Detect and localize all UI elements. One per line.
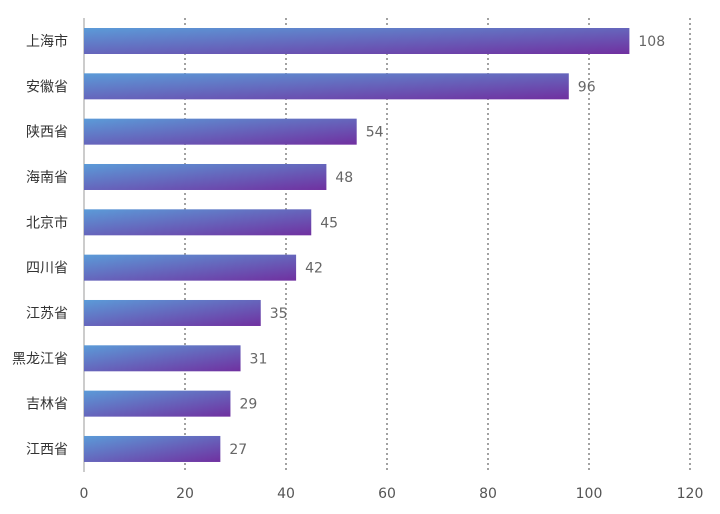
x-tick-label: 60 — [378, 486, 396, 502]
category-label: 江西省 — [26, 442, 68, 458]
x-tick-label: 80 — [479, 486, 497, 502]
value-label: 96 — [578, 79, 596, 95]
bar — [84, 209, 312, 236]
value-label: 45 — [320, 215, 338, 231]
value-label: 54 — [366, 125, 384, 141]
x-tick-label: 120 — [677, 486, 704, 502]
category-label: 黑龙江省 — [12, 351, 68, 367]
bar — [84, 435, 221, 462]
bar — [84, 163, 327, 190]
value-label: 29 — [239, 397, 257, 413]
bar — [84, 390, 231, 417]
x-tick-label: 20 — [176, 486, 194, 502]
bar — [84, 254, 297, 281]
value-label: 27 — [229, 442, 247, 458]
bar — [84, 73, 569, 100]
x-tick-label: 100 — [576, 486, 603, 502]
category-label: 吉林省 — [26, 397, 68, 413]
category-label: 江苏省 — [26, 306, 68, 322]
value-label: 35 — [270, 306, 288, 322]
category-label: 海南省 — [26, 170, 68, 186]
category-label: 四川省 — [26, 261, 68, 277]
category-label: 陕西省 — [26, 125, 68, 141]
labels: 0 20 40 60 80 100 120 上海市 108 安徽省 96 陕西省 54 海南省 48 北京市 4… — [12, 33, 703, 502]
bar — [84, 118, 357, 145]
x-tick-label: 0 — [80, 486, 89, 502]
bar — [84, 299, 261, 326]
category-label: 安徽省 — [26, 79, 68, 95]
x-tick-label: 40 — [277, 486, 295, 502]
value-label: 42 — [305, 261, 323, 277]
bar — [84, 28, 630, 54]
category-label: 北京市 — [26, 214, 68, 231]
value-label: 48 — [335, 170, 353, 186]
value-label: 31 — [250, 351, 268, 367]
category-label: 上海市 — [26, 33, 68, 50]
value-label: 108 — [638, 34, 665, 50]
bar — [84, 345, 241, 372]
bars — [84, 28, 630, 462]
